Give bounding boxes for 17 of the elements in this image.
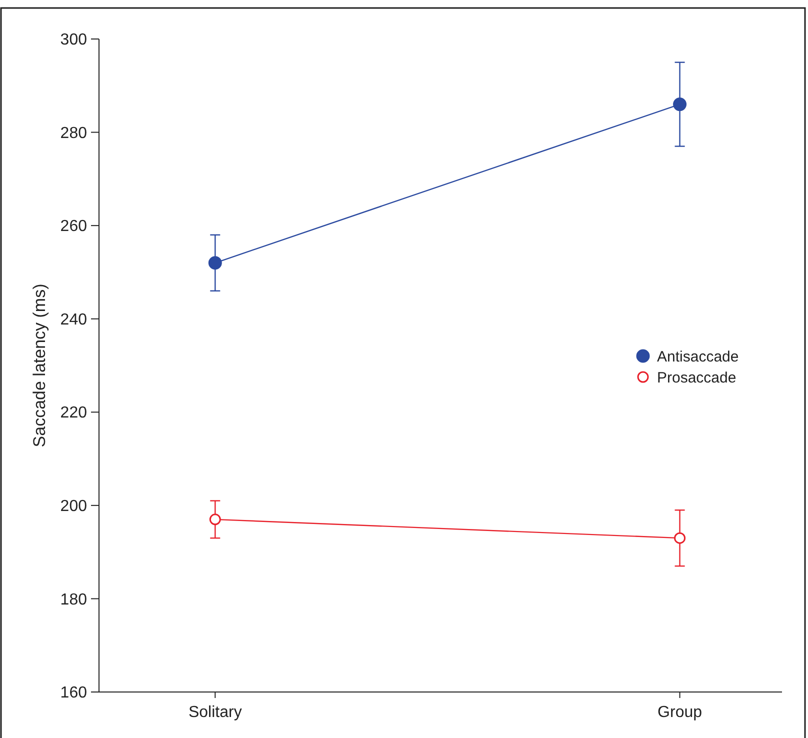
point [209,514,221,526]
y-tick-label: 260 [60,218,88,236]
y-tick-label: 160 [60,684,88,702]
x-tick-label: Solitary [188,704,242,721]
y-tick-label: 220 [60,404,88,422]
y-tick-label: 300 [60,32,88,49]
point [208,256,222,270]
y-axis-title: Saccade latency (ms) [30,284,49,448]
y-tick-label: 200 [60,498,88,516]
legend-label: Prosaccade [657,369,736,386]
point [674,532,686,544]
point [673,98,687,112]
legend-label: Antisaccade [657,348,739,366]
y-tick-label: 280 [60,124,88,142]
x-tick-label: Group [658,704,702,721]
y-tick-label: 240 [60,311,88,328]
y-tick-label: 180 [60,591,88,608]
